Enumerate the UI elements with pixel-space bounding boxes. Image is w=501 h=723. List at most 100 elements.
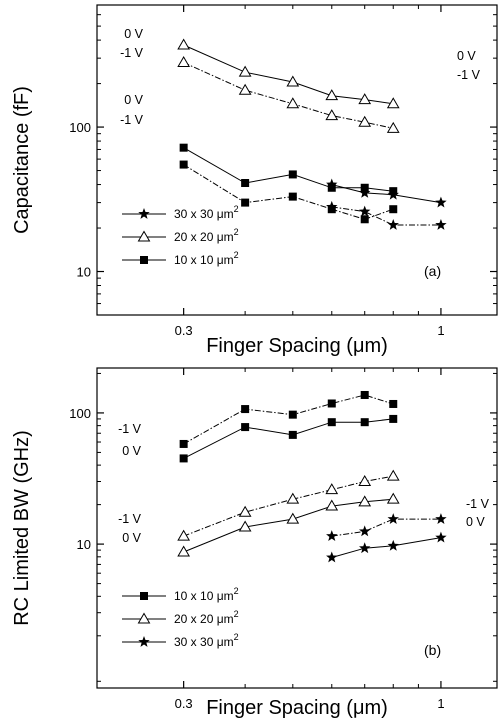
series-10x10-0V xyxy=(179,143,398,196)
bias-annotation: -1 V xyxy=(457,68,481,82)
bias-annotation: -1 V xyxy=(466,497,490,511)
data-point xyxy=(435,513,447,524)
data-point xyxy=(389,205,398,214)
data-point xyxy=(179,160,188,169)
series-line xyxy=(331,537,441,558)
data-point xyxy=(326,551,338,563)
series-20x20-neg1V xyxy=(177,55,400,133)
series-line xyxy=(183,475,394,537)
data-point xyxy=(241,179,250,188)
data-point xyxy=(435,218,447,230)
legend-marker xyxy=(138,208,150,219)
legend-superscript: 2 xyxy=(234,250,239,260)
data-point xyxy=(358,93,372,105)
data-point xyxy=(326,530,338,541)
data-point xyxy=(286,97,300,109)
legend-label: 30 x 30 μm2 xyxy=(174,204,239,221)
data-point xyxy=(359,186,371,198)
legend-superscript: 2 xyxy=(234,227,239,237)
legend: 10 x 10 μm2 20 x 20 μm2 30 x 30 μm2 xyxy=(122,586,239,649)
panel-label: (a) xyxy=(424,263,441,279)
data-point xyxy=(286,492,300,504)
bias-annotation: 0 V xyxy=(124,93,143,107)
series-line xyxy=(183,418,394,459)
series-30x30-neg1V xyxy=(326,200,447,230)
x-tick-label: 1 xyxy=(437,323,444,338)
data-point xyxy=(327,418,336,427)
data-point xyxy=(288,410,297,419)
series-30x30-0V xyxy=(326,178,447,208)
data-point xyxy=(177,529,191,541)
plot-frame xyxy=(96,4,498,316)
x-axis-title: Finger Spacing (μm) xyxy=(206,335,388,357)
data-point xyxy=(325,109,339,121)
bias-annotation: 0 V xyxy=(122,531,141,545)
bias-annotation: -1 V xyxy=(120,113,144,127)
series-line xyxy=(331,206,441,226)
data-point xyxy=(360,418,369,427)
panel-a: 10 100 0.3 1 Finger Spacing (μm) Capacitance … xyxy=(11,4,498,357)
x-tick-label: 0.3 xyxy=(175,696,193,711)
data-point xyxy=(389,399,398,408)
legend-label: 20 x 20 μm2 xyxy=(174,609,239,626)
legend-marker xyxy=(138,636,150,647)
plot-frame xyxy=(96,367,498,689)
data-point xyxy=(238,505,252,517)
series-line xyxy=(331,518,441,537)
data-point xyxy=(325,483,339,495)
data-point xyxy=(360,215,369,224)
legend-marker xyxy=(137,612,151,624)
legend-marker xyxy=(140,592,148,600)
data-point xyxy=(327,183,336,192)
legend-superscript: 2 xyxy=(234,586,239,596)
data-point xyxy=(386,492,400,504)
series-line xyxy=(183,62,394,129)
data-point xyxy=(387,513,399,524)
series-30x30-neg1V xyxy=(326,513,447,541)
data-point xyxy=(386,97,400,109)
y-axis-title: Capacitance (fF) xyxy=(11,86,33,234)
data-point xyxy=(359,525,371,537)
data-point xyxy=(435,196,447,208)
data-point xyxy=(358,115,372,127)
legend-superscript: 2 xyxy=(234,204,239,214)
series-line xyxy=(183,44,394,105)
series-line xyxy=(183,147,394,192)
data-point xyxy=(386,121,400,133)
series-30x30-0V xyxy=(326,531,447,563)
bias-annotation: 0 V xyxy=(466,515,485,529)
data-point xyxy=(358,495,372,507)
data-point xyxy=(179,143,188,152)
legend-marker xyxy=(137,230,151,242)
data-point xyxy=(286,512,300,524)
series-20x20-0V xyxy=(177,38,400,109)
data-point xyxy=(177,545,191,557)
data-point xyxy=(327,205,336,214)
series-line xyxy=(331,184,441,204)
data-point xyxy=(177,38,191,50)
legend-label: 10 x 10 μm2 xyxy=(174,586,239,603)
legend-label: 30 x 30 μm2 xyxy=(174,632,239,649)
data-point xyxy=(359,205,371,217)
data-point xyxy=(327,399,336,408)
x-tick-label: 0.3 xyxy=(175,323,193,338)
y-tick-label: 100 xyxy=(69,120,91,135)
y-axis-title: RC Limited BW (GHz) xyxy=(11,430,33,626)
data-point xyxy=(360,390,369,399)
bias-annotation: 0 V xyxy=(124,27,143,41)
x-axis-title: Finger Spacing (μm) xyxy=(206,697,388,719)
series-line xyxy=(183,164,394,220)
data-point xyxy=(288,192,297,201)
bias-annotation: -1 V xyxy=(118,422,142,436)
data-point xyxy=(241,198,250,207)
legend-label: 10 x 10 μm2 xyxy=(174,250,239,267)
data-point xyxy=(386,469,400,481)
data-point xyxy=(360,183,369,192)
data-point xyxy=(288,430,297,439)
data-point xyxy=(179,439,188,448)
bias-annotation: -1 V xyxy=(118,512,142,526)
legend-marker xyxy=(140,256,148,264)
data-point xyxy=(387,539,399,551)
data-point xyxy=(435,531,447,543)
